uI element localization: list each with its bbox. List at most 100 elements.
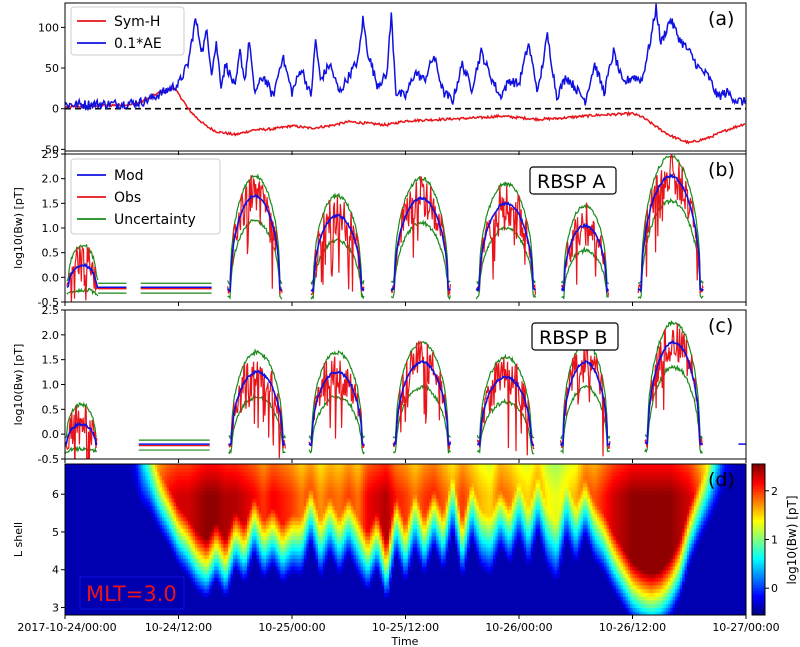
heatmap-cell (209, 471, 213, 476)
heatmap-cell (504, 550, 508, 556)
heatmap-cell (332, 539, 336, 544)
heatmap-cell (299, 464, 303, 469)
heatmap-cell (469, 479, 473, 484)
heatmap-cell (351, 501, 355, 507)
heatmap-cell (209, 497, 213, 503)
heatmap-cell (396, 486, 399, 492)
heatmap-cell (65, 471, 68, 476)
heatmap-cell (303, 543, 307, 548)
heatmap-cell (478, 547, 482, 552)
heatmap-cell (268, 531, 272, 537)
heatmap-cell (244, 562, 248, 567)
heatmap-cell (157, 464, 161, 469)
heatmap-cell (206, 482, 210, 488)
heatmap-cell (287, 486, 291, 492)
heatmap-cell (440, 554, 444, 559)
heatmap-cell (176, 547, 180, 552)
heatmap-cell (419, 482, 423, 488)
heatmap-cell (289, 467, 293, 473)
heatmap-cell (190, 550, 194, 556)
heatmap-cell (313, 494, 317, 499)
heatmap-cell (192, 554, 196, 559)
heatmap-cell (471, 516, 475, 522)
heatmap-cell (388, 535, 392, 541)
heatmap-cell (232, 524, 236, 529)
heatmap-cell (318, 558, 321, 563)
heatmap-cell (362, 467, 366, 473)
heatmap-cell (216, 547, 220, 552)
heatmap-cell (261, 550, 265, 556)
heatmap-cell (261, 558, 265, 563)
heatmap-cell (386, 539, 390, 544)
heatmap-cell (440, 471, 444, 476)
heatmap-cell (301, 490, 305, 495)
heatmap-cell (500, 490, 504, 495)
heatmap-cell (429, 471, 433, 476)
heatmap-cell (202, 501, 206, 507)
heatmap-cell (239, 479, 243, 484)
heatmap-cell (190, 520, 194, 525)
heatmap-cell (79, 471, 83, 476)
heatmap-cell (256, 501, 260, 507)
heatmap-cell (377, 490, 381, 495)
heatmap-cell (273, 513, 277, 518)
heatmap-cell (429, 486, 433, 492)
heatmap-cell (161, 524, 165, 529)
heatmap-cell (192, 482, 196, 488)
heatmap-cell (235, 475, 239, 480)
heatmap-cell (239, 520, 243, 525)
heatmap-cell (320, 467, 324, 473)
heatmap-cell (474, 490, 478, 495)
heatmap-cell (282, 573, 286, 578)
heatmap-cell (466, 467, 470, 473)
heatmap-cell (507, 467, 511, 473)
heatmap-cell (388, 509, 392, 514)
heatmap-cell (322, 550, 326, 556)
heatmap-cell (410, 554, 414, 559)
heatmap-cell (261, 494, 265, 499)
heatmap-cell (225, 531, 229, 537)
heatmap-cell (202, 513, 206, 518)
heatmap-cell (358, 577, 362, 582)
heatmap-cell (138, 467, 142, 473)
heatmap-cell (216, 490, 220, 495)
heatmap-cell (502, 516, 506, 522)
heatmap-cell (485, 516, 489, 522)
heatmap-cell (197, 565, 201, 571)
heatmap-cell (407, 565, 411, 571)
heatmap-cell (436, 505, 440, 510)
heatmap-cell (169, 464, 172, 469)
heatmap-cell (329, 520, 333, 525)
heatmap-cell (322, 520, 326, 525)
heatmap-cell (336, 494, 340, 499)
heatmap-cell (282, 513, 286, 518)
heatmap-cell (514, 543, 518, 548)
heatmap-cell (180, 486, 184, 492)
heatmap-cell (249, 520, 253, 525)
heatmap-cell (292, 524, 295, 529)
heatmap-cell (471, 471, 475, 476)
heatmap-cell (275, 547, 279, 552)
heatmap-cell (228, 550, 232, 556)
heatmap-cell (455, 531, 459, 537)
heatmap-cell (528, 550, 532, 556)
heatmap-cell (398, 539, 402, 544)
heatmap-cell (384, 482, 388, 488)
heatmap-cell (403, 543, 407, 548)
heatmap-cell (204, 577, 208, 582)
heatmap-cell (301, 528, 305, 533)
heatmap-cell (242, 471, 246, 476)
heatmap-cell (459, 505, 463, 510)
heatmap-cell (360, 573, 364, 578)
heatmap-cell (239, 494, 243, 499)
heatmap-cell (351, 482, 355, 488)
heatmap-cell (292, 505, 295, 510)
heatmap-cell (176, 486, 180, 492)
heatmap-cell (150, 464, 154, 469)
heatmap-cell (192, 531, 196, 537)
heatmap-cell (263, 569, 267, 575)
heatmap-cell (294, 464, 298, 469)
heatmap-cell (303, 516, 307, 522)
heatmap-cell (225, 497, 229, 503)
heatmap-cell (540, 467, 544, 473)
